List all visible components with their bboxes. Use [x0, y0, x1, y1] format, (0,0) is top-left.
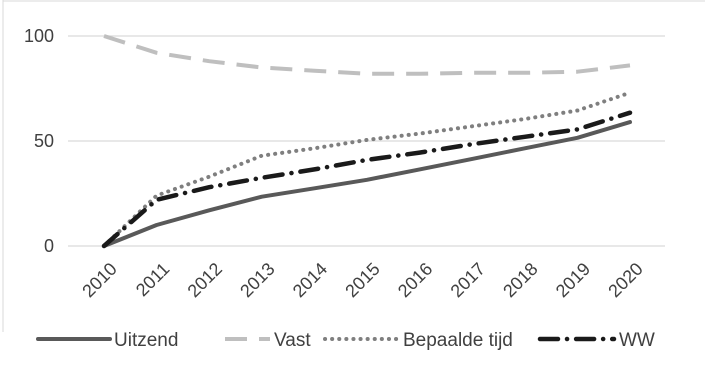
y-axis: 0 50 100: [24, 26, 54, 256]
y-tick-label: 100: [24, 26, 54, 46]
x-tick-label: 2016: [394, 259, 436, 301]
legend-label-vast: Vast: [274, 330, 311, 351]
series-line-bepaalde-tijd: [104, 93, 630, 246]
x-tick-label: 2020: [604, 259, 646, 301]
series-line-vast: [104, 36, 630, 74]
x-tick-label: 2017: [447, 259, 489, 301]
x-tick-label: 2013: [236, 259, 278, 301]
x-tick-label: 2014: [289, 259, 331, 301]
x-tick-label: 2019: [552, 259, 594, 301]
y-tick-label: 0: [44, 236, 54, 256]
legend: Uitzend Vast Bepaalde tijd WW: [38, 330, 655, 351]
legend-label-bepaalde-tijd: Bepaalde tijd: [403, 330, 513, 351]
x-tick-label: 2018: [499, 259, 541, 301]
x-tick-label: 2015: [341, 259, 383, 301]
legend-label-ww: WW: [619, 330, 655, 351]
x-tick-label: 2012: [184, 259, 226, 301]
legend-label-uitzend: Uitzend: [114, 330, 178, 351]
x-tick-label: 2010: [78, 259, 120, 301]
x-tick-label: 2011: [132, 259, 174, 301]
y-tick-label: 50: [34, 131, 54, 151]
x-axis: 2010 2011 2012 2013 2014 2015 2016 2017 2018 2019…: [78, 259, 646, 301]
